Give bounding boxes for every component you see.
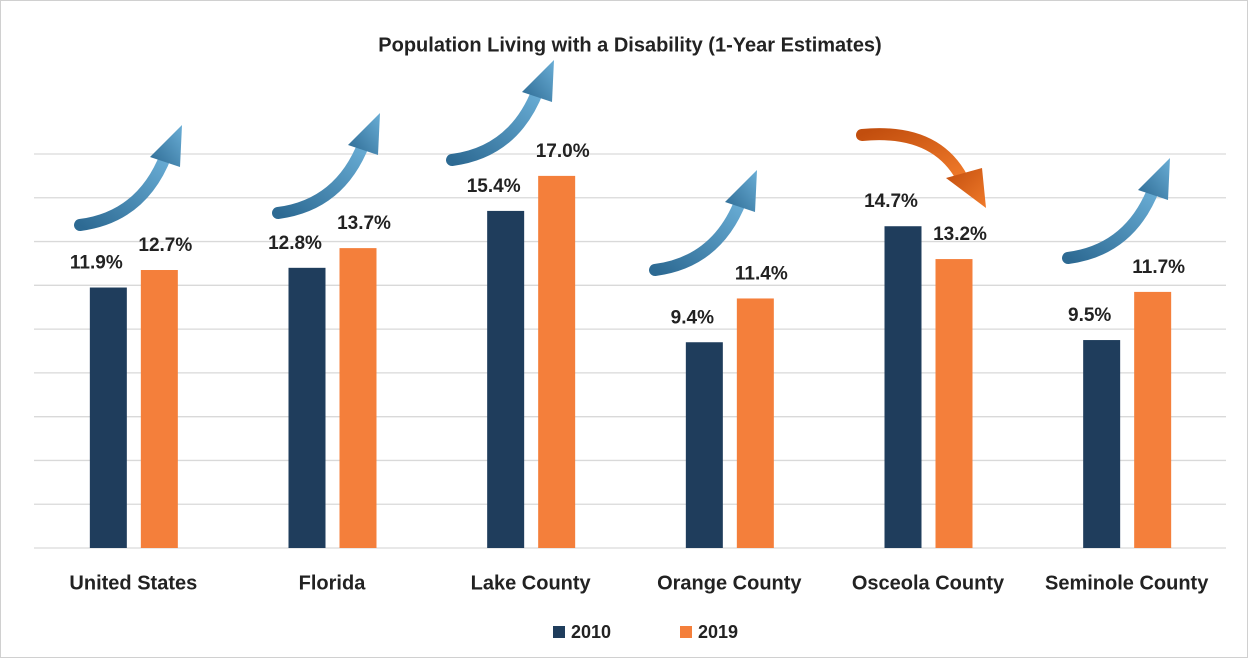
value-label: 12.7%: [138, 235, 192, 256]
legend-label: 2010: [571, 622, 611, 642]
x-tick-label: Florida: [299, 572, 367, 594]
value-label: 13.2%: [933, 224, 987, 245]
value-label: 9.5%: [1068, 305, 1111, 326]
value-label: 12.8%: [268, 233, 322, 254]
bar: [288, 267, 326, 548]
grid: [34, 153, 1226, 549]
bar: [1134, 291, 1172, 548]
legend-swatch: [680, 626, 692, 638]
bar: [1083, 340, 1121, 548]
bar: [339, 248, 377, 548]
value-label: 11.7%: [1132, 257, 1185, 278]
value-label: 11.4%: [735, 263, 788, 284]
x-tick-label: Seminole County: [1045, 572, 1209, 594]
x-tick-label: Orange County: [657, 572, 802, 594]
bar: [89, 287, 127, 548]
chart-title: Population Living with a Disability (1-Y…: [378, 34, 881, 56]
bar: [884, 226, 922, 548]
bar: [538, 175, 576, 548]
value-label: 11.9%: [70, 253, 123, 274]
legend-label: 2019: [698, 622, 738, 642]
trend-arrow: [856, 128, 986, 208]
value-label: 13.7%: [337, 213, 391, 234]
value-label: 9.4%: [671, 307, 714, 328]
x-tick-label: Lake County: [471, 572, 592, 594]
bar: [935, 259, 973, 548]
bar: [140, 270, 178, 548]
bar: [736, 298, 774, 548]
bar: [487, 210, 525, 548]
x-tick-label: United States: [69, 572, 197, 594]
value-label: 17.0%: [536, 141, 590, 162]
decor-arrows: [80, 60, 1170, 270]
legend-swatch: [553, 626, 565, 638]
bar: [685, 342, 723, 548]
value-label: 14.7%: [864, 191, 918, 212]
x-tick-label: Osceola County: [852, 572, 1005, 594]
value-label: 15.4%: [467, 176, 521, 197]
